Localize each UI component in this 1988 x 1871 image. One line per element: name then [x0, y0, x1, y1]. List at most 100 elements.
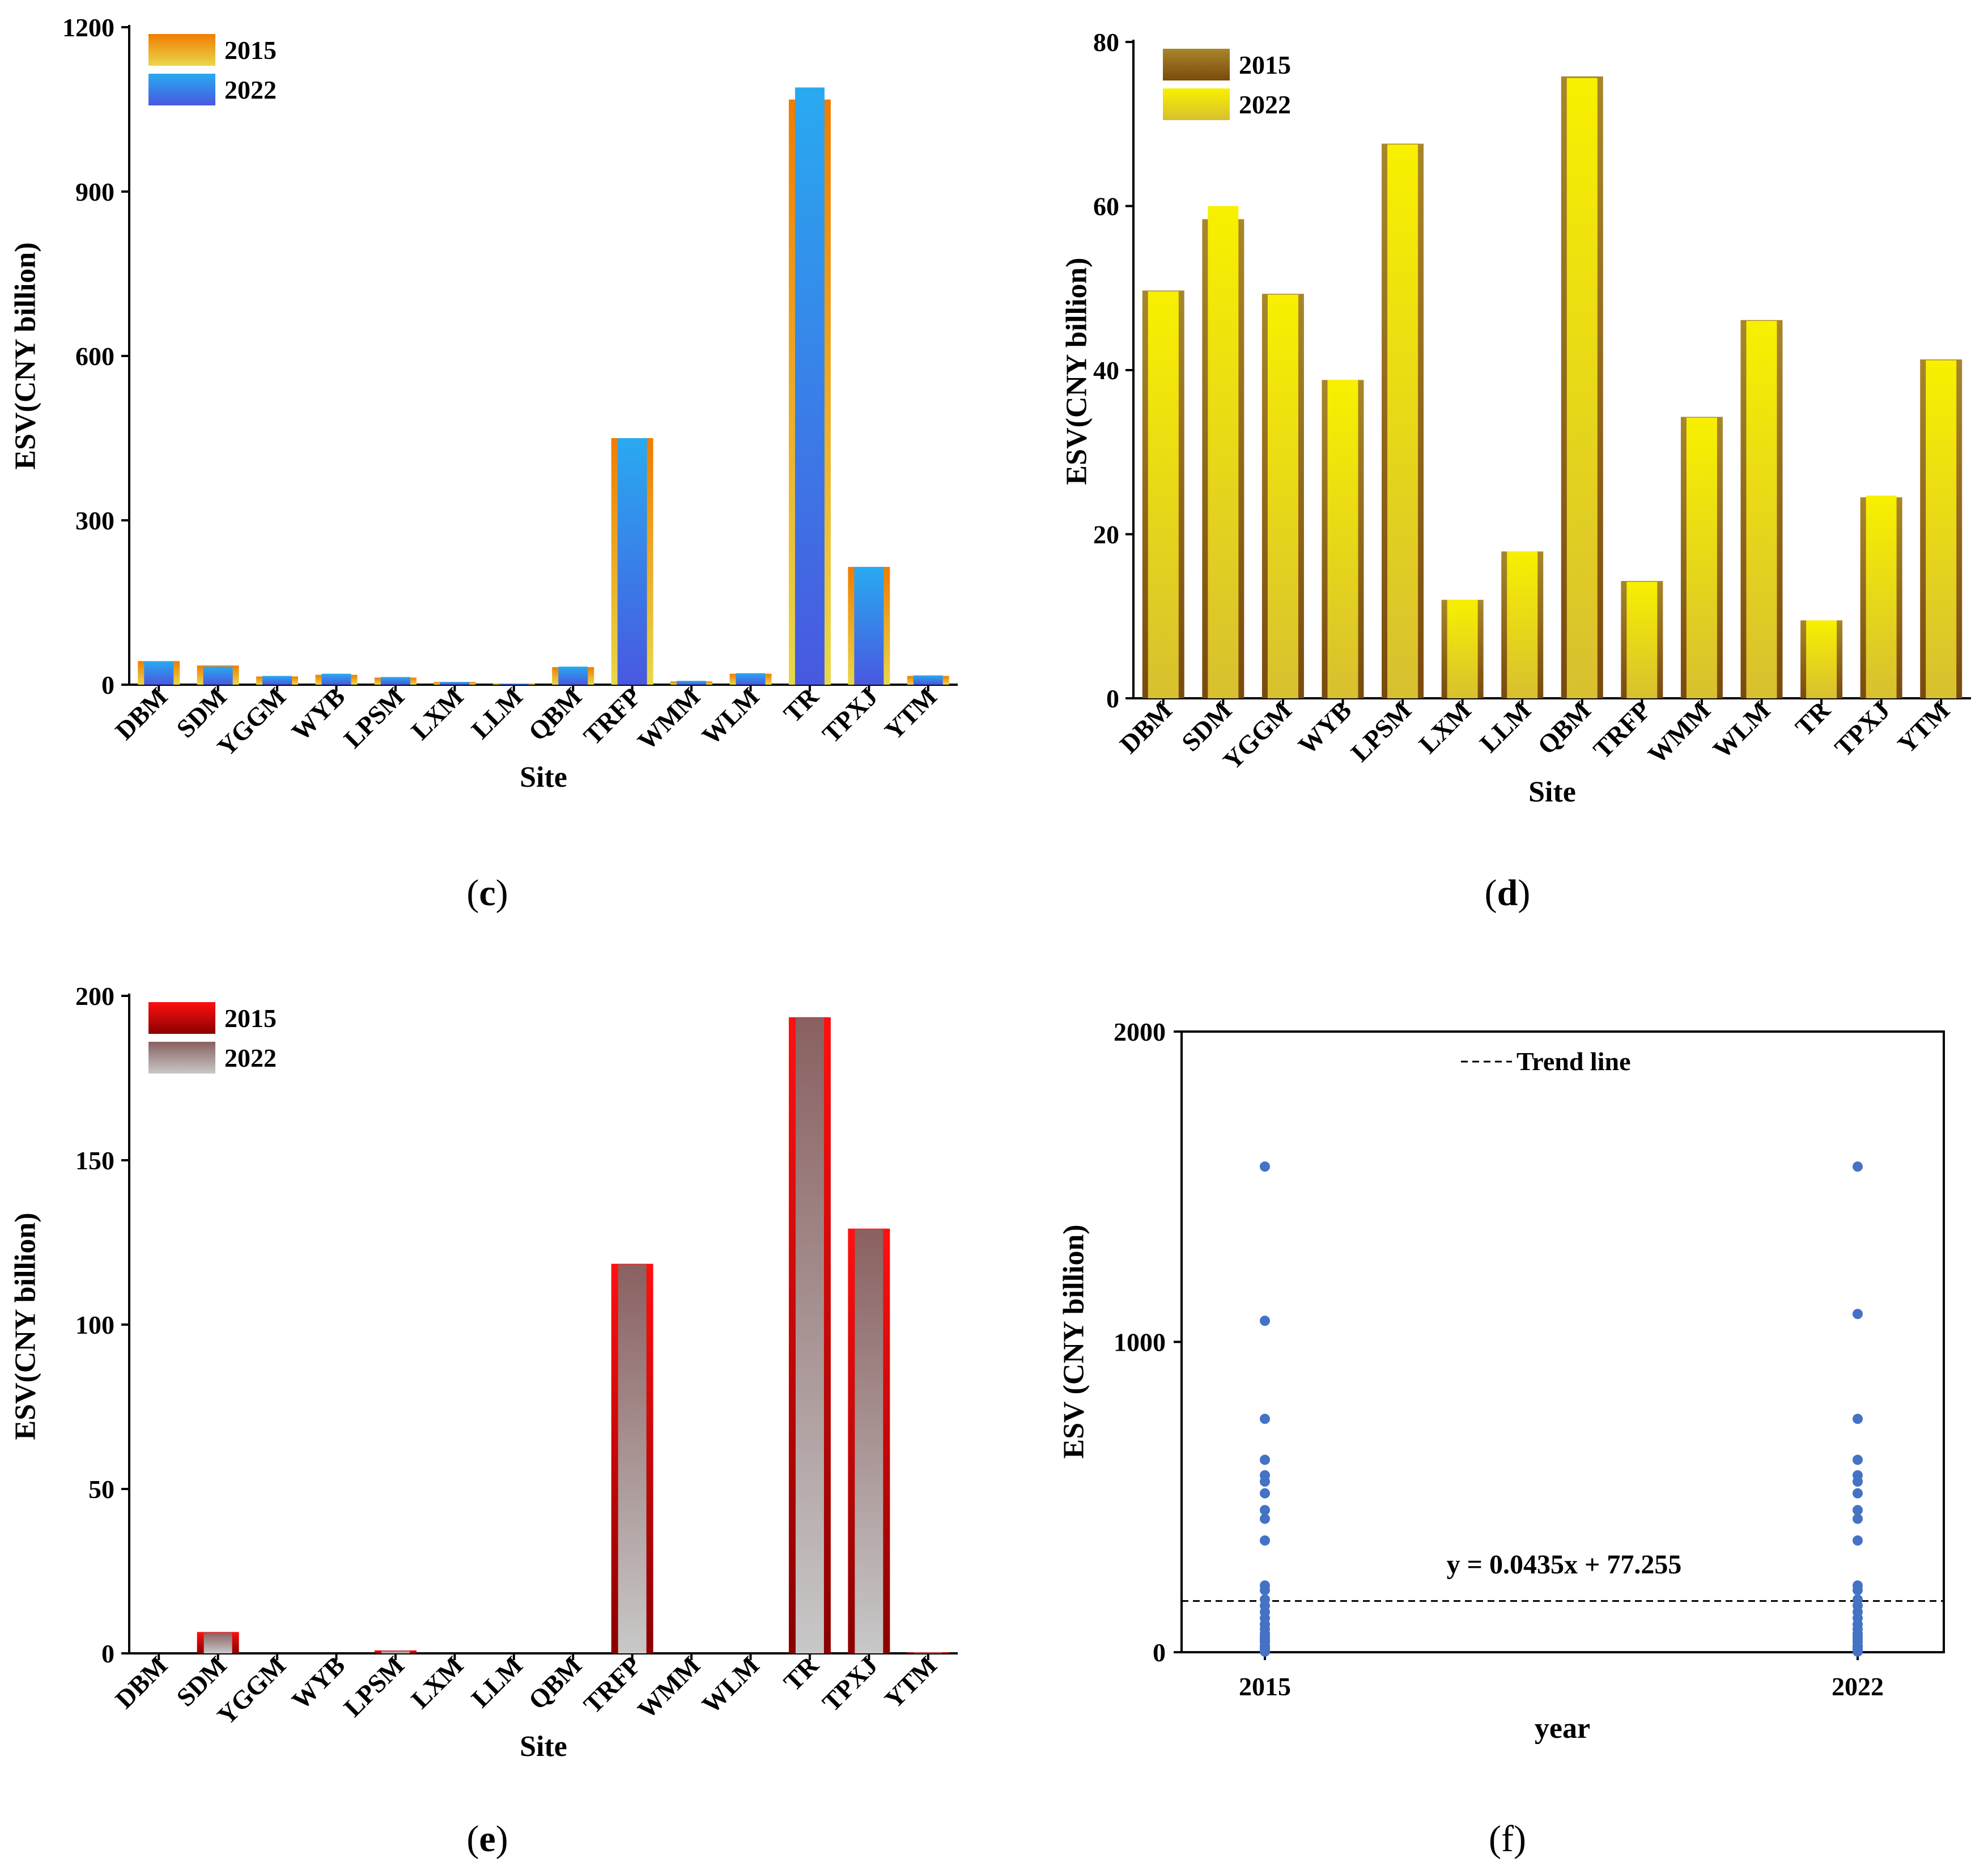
legend-label-2022: 2022	[224, 1043, 277, 1072]
bar-2022-lxm	[1447, 600, 1478, 698]
x-axis-title: year	[1535, 1712, 1590, 1745]
y-tick-label: 1200	[62, 13, 114, 42]
bar-2022-llm	[1507, 551, 1538, 698]
bar-2022-tpxj	[854, 567, 884, 685]
y-tick-label: 0	[1153, 1638, 1166, 1667]
y-tick-label: 2000	[1114, 1017, 1166, 1046]
y-tick-label: 40	[1093, 356, 1119, 385]
x-tick-label: LPSM	[338, 1651, 410, 1722]
y-tick-label: 50	[88, 1475, 114, 1504]
y-tick-label: 20	[1093, 520, 1119, 549]
x-tick-label: WYB	[286, 1651, 351, 1715]
y-axis-title: ESV (CNY billion)	[1058, 1224, 1090, 1458]
trend-equation: y = 0.0435x + 77.255	[1447, 1550, 1682, 1580]
x-tick-label: YTM	[1892, 695, 1955, 759]
y-tick-label: 150	[75, 1146, 114, 1175]
bar-2022-sdm	[1208, 206, 1239, 698]
y-tick-label: 900	[75, 177, 114, 206]
x-tick-label: TPXJ	[1829, 695, 1895, 762]
x-tick-label: LPSM	[1345, 695, 1417, 767]
panel-label: (e)	[466, 1818, 508, 1860]
scatter-point-2015	[1260, 1646, 1270, 1657]
panel-letter: c	[479, 872, 495, 914]
legend-label-2015: 2015	[224, 1004, 277, 1033]
scatter-point-2015	[1260, 1414, 1270, 1424]
legend-swatch-2015	[148, 1002, 215, 1034]
panel-paren-open: (	[466, 1818, 479, 1860]
bar-2022-dbm	[1148, 291, 1179, 698]
legend-label-2015: 2015	[1239, 50, 1291, 79]
legend-swatch-2015	[1163, 49, 1230, 80]
x-tick-label: QBM	[1532, 695, 1596, 760]
bar-2022-qbm	[1566, 78, 1598, 699]
scatter-point-2022	[1853, 1161, 1863, 1172]
x-tick-label: TPXJ	[817, 682, 883, 748]
x-tick-label: DBM	[109, 1651, 173, 1714]
scatter-point-2022	[1853, 1585, 1863, 1596]
x-tick-label: TR	[1790, 695, 1836, 741]
x-axis-title: Site	[520, 1730, 567, 1763]
panel-letter: d	[1497, 872, 1518, 914]
bar-2022-wmm	[677, 681, 707, 685]
legend-label-2022: 2022	[224, 75, 277, 104]
x-tick-label: LXM	[405, 1651, 469, 1714]
bar-2022-qbm	[558, 667, 588, 685]
scatter-point-2022	[1853, 1646, 1863, 1657]
x-tick-label: TR	[778, 1650, 825, 1696]
x-tick-label: WMM	[1642, 695, 1716, 769]
x-tick-label: YTM	[879, 682, 942, 745]
legend-trend-line-label: Trend line	[1517, 1047, 1631, 1076]
bar-2022-tr	[795, 87, 825, 685]
bar-2022-wlm	[736, 673, 766, 685]
x-tick-label: WLM	[1707, 695, 1776, 764]
legend-label-2015: 2015	[224, 36, 277, 65]
bar-2022-sdm	[203, 1632, 232, 1653]
scatter-point-2022	[1853, 1454, 1863, 1465]
chart-panel-c: 03006009001200DBMSDMYGGMWYBLPSMLXMLLMQBM…	[10, 13, 958, 914]
panel-letter: f	[1501, 1818, 1514, 1860]
x-tick-label: TR	[778, 681, 825, 728]
x-tick-label: TPXJ	[817, 1651, 883, 1717]
x-tick-label: TRFP	[1587, 695, 1656, 764]
x-tick-label: TRFP	[578, 1651, 647, 1719]
bar-2022-wyb	[1327, 380, 1358, 698]
y-axis-title: ESV(CNY billion)	[10, 242, 42, 469]
y-tick-label: 1000	[1114, 1328, 1166, 1357]
x-axis-title: Site	[520, 761, 567, 794]
scatter-point-2015	[1260, 1535, 1270, 1546]
scatter-point-2015	[1260, 1454, 1270, 1465]
x-tick-label: YTM	[879, 1651, 942, 1714]
x-tick-label: 2022	[1832, 1672, 1884, 1701]
bar-2022-yggm	[262, 676, 292, 685]
scatter-point-2022	[1853, 1476, 1863, 1487]
x-tick-label: LLM	[466, 682, 528, 744]
y-tick-label: 80	[1093, 28, 1119, 57]
x-tick-label: WLM	[696, 1651, 765, 1719]
bar-2022-yggm	[1267, 294, 1298, 698]
panel-paren-close: )	[1514, 1818, 1526, 1860]
bar-2022-ytm	[1926, 360, 1957, 698]
panel-label: (c)	[466, 872, 508, 914]
bar-2022-wmm	[1686, 417, 1717, 698]
panel-label: (f)	[1489, 1818, 1526, 1860]
panel-paren-close: )	[1518, 872, 1530, 914]
scatter-point-2015	[1260, 1476, 1270, 1487]
x-tick-label: LXM	[1413, 695, 1477, 759]
panel-paren-close: )	[496, 1818, 508, 1860]
scatter-point-2015	[1260, 1488, 1270, 1499]
x-tick-label: LLM	[466, 1651, 528, 1713]
bar-2022-lpsm	[381, 1651, 410, 1653]
x-tick-label: LPSM	[338, 682, 410, 753]
panel-label: (d)	[1485, 872, 1531, 914]
x-tick-label: QBM	[523, 682, 588, 746]
y-tick-label: 60	[1093, 192, 1119, 221]
x-tick-label: WMM	[632, 682, 706, 756]
scatter-point-2022	[1853, 1488, 1863, 1499]
bar-2022-lxm	[440, 682, 470, 685]
x-tick-label: WYB	[286, 682, 351, 746]
bar-2022-llm	[499, 684, 529, 685]
scatter-point-2022	[1853, 1513, 1863, 1524]
panel-paren-open: (	[1485, 872, 1497, 914]
scatter-point-2015	[1260, 1316, 1270, 1326]
